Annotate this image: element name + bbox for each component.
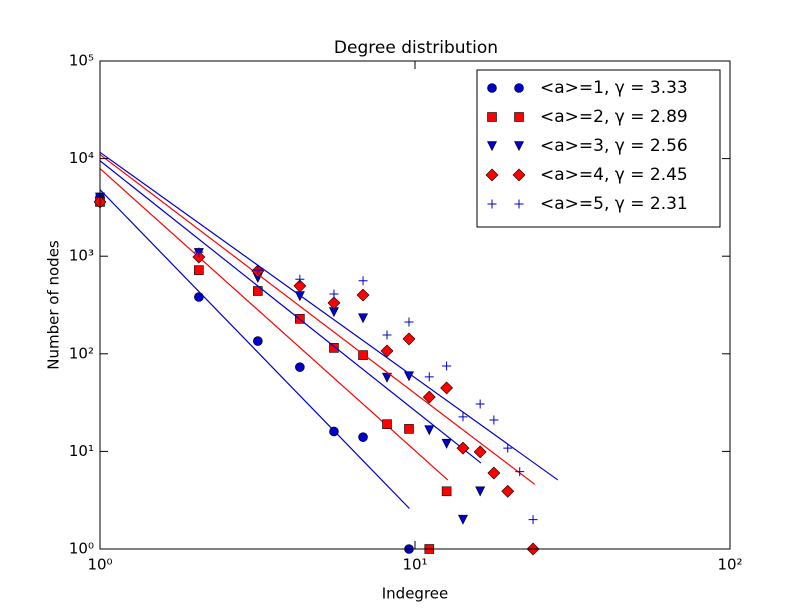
data-point: [356, 288, 370, 302]
data-point: [358, 276, 368, 286]
data-point: [382, 372, 393, 383]
x-tick-label: 10¹: [402, 556, 427, 574]
legend-marker: [487, 83, 497, 93]
legend-marker: [487, 112, 497, 122]
data-point: [253, 265, 263, 275]
data-point: [457, 514, 468, 525]
legend-box: [476, 69, 721, 228]
data-point: [404, 424, 414, 434]
x-tick-label: 10⁰: [87, 556, 112, 574]
data-point: [194, 265, 204, 275]
legend: <a>=1, γ = 3.33 <a>=2, γ = 2.89 <a>=3, γ =…: [476, 69, 721, 228]
data-point: [327, 296, 341, 310]
x-tick-label: 10²: [717, 556, 742, 574]
legend-marker: [487, 199, 497, 209]
data-point: [404, 371, 414, 382]
data-point: [473, 445, 487, 459]
data-point: [329, 426, 339, 437]
data-point: [503, 443, 513, 453]
legend-marker: [487, 141, 497, 152]
legend-marker: [514, 83, 524, 93]
fit-line: [99, 160, 482, 464]
data-point: [442, 361, 452, 371]
data-point: [515, 467, 525, 477]
plot-area: [93, 151, 559, 556]
fit-line: [99, 154, 536, 485]
data-point: [358, 350, 368, 360]
data-point: [295, 362, 305, 372]
legend-label: <a>=3, γ = 2.56: [540, 136, 688, 156]
fit-line: [99, 189, 410, 509]
data-point: [424, 425, 435, 436]
data-point: [329, 343, 339, 353]
data-point: [358, 313, 369, 324]
legend-marker: [514, 141, 524, 152]
data-point: [382, 330, 392, 340]
data-point: [475, 399, 485, 409]
data-point: [440, 381, 454, 395]
y-tick-label: 10¹: [69, 442, 94, 460]
data-point: [441, 438, 452, 449]
data-point: [194, 247, 204, 257]
data-point: [501, 484, 515, 498]
data-point: [380, 344, 394, 358]
data-point: [358, 432, 368, 442]
y-tick-label: 10⁴: [69, 149, 94, 167]
data-point: [458, 412, 468, 422]
data-point: [329, 289, 339, 299]
legend-marker: [514, 112, 524, 122]
data-point: [487, 466, 501, 480]
data-point: [404, 317, 414, 327]
legend-marker: [512, 168, 526, 182]
fit-line: [99, 151, 559, 481]
data-point: [528, 515, 538, 525]
data-point: [441, 486, 452, 497]
data-point: [475, 486, 486, 497]
data-point: [295, 274, 305, 284]
data-point: [382, 419, 392, 429]
y-tick-label: 10³: [69, 247, 94, 265]
y-tick-label: 10²: [69, 344, 94, 362]
data-point: [293, 279, 307, 293]
legend-label: <a>=2, γ = 2.89: [540, 107, 688, 127]
legend-label: <a>=1, γ = 3.33: [540, 78, 688, 98]
data-point: [192, 250, 206, 264]
y-axis-label: Number of nodes: [45, 240, 63, 370]
legend-label: <a>=4, γ = 2.45: [540, 165, 688, 185]
legend-label: <a>=5, γ = 2.31: [540, 194, 688, 214]
x-axis-label: Indegree: [382, 585, 449, 603]
data-point: [194, 292, 204, 302]
legend-marker: [485, 168, 499, 182]
data-point: [489, 415, 499, 425]
data-point: [253, 336, 263, 346]
y-tick-label: 10⁰: [69, 540, 94, 558]
legend-marker: [514, 199, 524, 209]
data-point: [424, 372, 434, 382]
chart-title: Degree distribution: [334, 38, 498, 58]
data-point: [422, 390, 436, 404]
data-point: [402, 332, 416, 346]
y-tick-label: 10⁵: [69, 52, 94, 70]
data-point: [456, 441, 470, 455]
